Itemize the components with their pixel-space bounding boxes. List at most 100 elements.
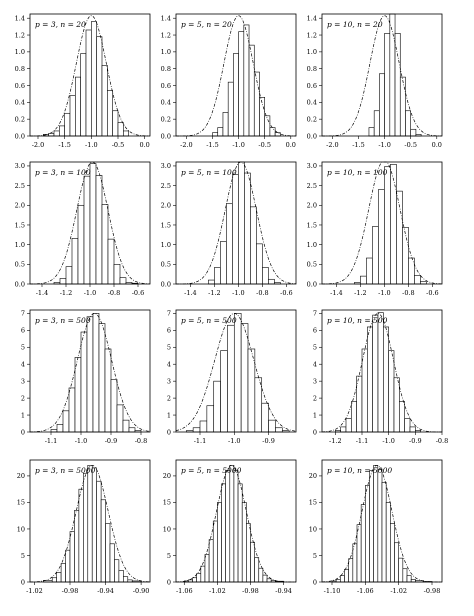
histogram-bar <box>116 404 124 433</box>
histogram-bar <box>232 174 239 285</box>
x-tick-label: -2.0 <box>32 141 45 149</box>
y-tick-label: 20 <box>17 472 25 480</box>
panel-7: -1.1 -1.0 -0.9 -0.8 0 1 2 3 4 5 6 7 p = 3, n = 500 <box>21 309 151 445</box>
histogram-bar <box>373 465 379 583</box>
x-tick-label: -0.5 <box>112 141 125 149</box>
x-tick-label: -0.9 <box>262 437 275 445</box>
histogram-bar <box>390 523 395 583</box>
histogram-bar <box>62 410 70 433</box>
x-tick-label: -1.02 <box>390 587 407 595</box>
y-tick-label: 1.4 <box>307 15 317 23</box>
histogram-bar <box>123 576 129 583</box>
x-tick-label: -0.94 <box>97 587 114 595</box>
histogram-bar <box>80 53 87 137</box>
y-tick-label: 0.6 <box>15 82 25 90</box>
x-tick-label: -1.1 <box>356 437 369 445</box>
histogram-bar <box>268 419 276 433</box>
y-tick-label: 0.0 <box>161 132 171 140</box>
histogram-bar <box>71 238 79 285</box>
y-tick-label: 1 <box>167 411 171 419</box>
histogram-bar <box>381 481 387 583</box>
density-curve <box>175 15 297 137</box>
y-tick-label: 1.5 <box>15 221 25 229</box>
y-tick-label: 0.2 <box>15 115 25 123</box>
histogram-bar <box>258 567 264 583</box>
y-tick-label: 0 <box>167 428 171 436</box>
y-tick-label: 5 <box>21 552 25 560</box>
y-tick-label: 2.0 <box>307 202 317 210</box>
x-tick-label: -0.6 <box>280 289 293 297</box>
histogram-bar <box>113 264 121 285</box>
panel-annotation: p = 10, n = 500 <box>327 316 388 325</box>
y-tick-label: 0.2 <box>307 115 317 123</box>
histogram-bar <box>393 377 400 433</box>
y-tick-label: 2 <box>313 394 317 402</box>
x-tick-label: -1.0 <box>75 437 88 445</box>
histogram-bar <box>410 128 417 137</box>
y-tick-label: 1 <box>21 411 25 419</box>
panel-annotation: p = 3, n = 500 <box>35 316 91 325</box>
histogram-bar <box>192 577 197 583</box>
histogram-bar <box>227 81 234 137</box>
histogram-bar <box>404 418 411 433</box>
y-tick-label: 1.0 <box>307 241 317 249</box>
density-curve <box>30 15 151 137</box>
histogram-bar <box>384 166 391 285</box>
x-tick-label: -1.1 <box>194 437 207 445</box>
density-curve <box>321 15 443 137</box>
y-tick-label: 0.6 <box>307 82 317 90</box>
y-tick-label: 10 <box>309 525 317 533</box>
histogram-bar <box>101 204 109 285</box>
y-tick-label: 0.4 <box>161 99 171 107</box>
y-tick-label: 5 <box>313 344 317 352</box>
histogram-bar <box>56 572 62 583</box>
panel-12: -1.10 -1.06 -1.02 -0.98 0 5 10 15 20 p = 10, n = … <box>309 459 443 595</box>
histogram-bar <box>262 574 268 583</box>
histogram-bar <box>365 485 370 583</box>
histogram-bar <box>117 122 124 137</box>
histogram-bar <box>114 559 120 583</box>
panel-11: -1.06 -1.02 -0.98 -0.94 0 5 10 15 20 p = 5, n = 5… <box>163 459 297 595</box>
histogram-bar <box>91 21 97 137</box>
density-curve <box>29 464 151 583</box>
y-tick-label: 2 <box>21 394 25 402</box>
y-tick-label: 0.5 <box>161 261 171 269</box>
histogram-bar <box>268 278 275 285</box>
histogram-bar <box>389 13 396 137</box>
histogram-bar <box>212 520 218 583</box>
histogram-bar <box>107 238 115 285</box>
y-tick-label: 15 <box>17 499 25 507</box>
histogram-bar <box>372 226 379 285</box>
histogram-bar <box>229 465 235 583</box>
y-tick-label: 0.4 <box>307 99 317 107</box>
histogram-bar <box>60 563 66 583</box>
y-tick-label: 0.6 <box>161 82 171 90</box>
histogram-bar <box>275 427 283 433</box>
x-tick-label: -2.0 <box>180 141 193 149</box>
x-tick-label: -0.8 <box>402 289 415 297</box>
histogram-bar <box>107 90 113 137</box>
y-tick-label: 5 <box>21 344 25 352</box>
panel-10: -1.02 -0.98 -0.94 -0.90 0 5 10 15 20 p = 3, n = 5… <box>17 459 151 595</box>
histogram-bar <box>109 543 115 583</box>
x-tick-label: -1.0 <box>84 289 97 297</box>
x-tick-label: -0.6 <box>426 289 439 297</box>
panel-annotation: p = 5, n = 5000 <box>181 466 242 475</box>
x-tick-label: -1.5 <box>206 141 219 149</box>
x-tick-label: -1.4 <box>184 289 197 297</box>
y-tick-label: 1.5 <box>307 221 317 229</box>
histogram-bar <box>361 348 368 433</box>
histogram-bar <box>372 314 379 433</box>
y-tick-label: 1.4 <box>161 15 171 23</box>
histogram-bar <box>377 312 384 433</box>
y-tick-label: 0.0 <box>161 280 171 288</box>
x-tick-label: -1.0 <box>382 437 395 445</box>
histogram-bar <box>274 132 281 137</box>
histogram-bar <box>243 24 250 137</box>
panel-2: -2.0 -1.5 -1.0 -0.5 0.0 0.0 0.2 0.4 0.6 0.8 1.0 1.2… <box>161 13 297 149</box>
y-tick-label: 6 <box>167 327 171 335</box>
plot-frame <box>29 13 151 137</box>
y-tick-label: 0.8 <box>15 65 25 73</box>
histogram-bar <box>123 130 129 137</box>
histogram-bar <box>369 470 374 583</box>
